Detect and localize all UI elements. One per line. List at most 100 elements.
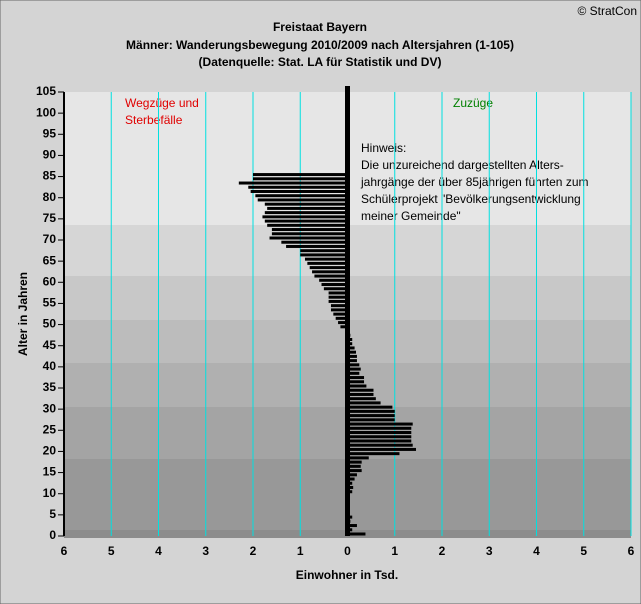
y-tick-label: 85 [43,169,57,183]
bar [347,350,357,354]
bar [307,261,348,265]
x-tick-label: 5 [108,544,115,558]
y-tick-label: 5 [49,507,56,521]
bar [253,177,348,181]
bar [271,232,348,236]
bar [347,418,395,422]
y-tick-label: 15 [43,465,57,479]
y-tick-label: 30 [43,401,57,415]
chart-title: Freistaat Bayern [273,20,367,34]
bar [347,380,365,384]
bar [347,524,357,528]
bar [338,321,348,325]
bar [330,308,348,312]
bar [238,181,348,185]
x-tick-label: 2 [250,544,257,558]
y-tick-label: 20 [43,444,57,458]
bar [250,189,348,193]
left-label: Wegzüge und [125,96,199,110]
note: meiner Gemeinde" [361,209,461,223]
bar [304,257,348,261]
bar [347,405,393,409]
y-tick-label: 90 [43,148,57,162]
zero-axis [345,86,350,536]
bar [347,359,357,363]
y-tick-label: 40 [43,359,57,373]
bar [253,173,348,177]
bar [347,460,362,464]
bar [267,223,348,227]
left-label: Sterbefälle [125,113,183,127]
bar [347,485,354,489]
bar [347,435,412,439]
bar [347,354,357,358]
x-tick-label: 2 [439,544,446,558]
bar [347,367,361,371]
bar [330,304,348,308]
bar [328,299,348,303]
bar [286,244,348,248]
bar [264,202,348,206]
bar [347,363,360,367]
bar [347,469,362,473]
y-tick-label: 70 [43,232,57,246]
bar [347,447,417,451]
y-tick-label: 25 [43,422,57,436]
y-tick-label: 60 [43,274,57,288]
bar [347,443,413,447]
bar [321,283,348,287]
x-tick-label: 3 [486,544,493,558]
y-tick-label: 10 [43,486,57,500]
chart-title: (Datenquelle: Stat. LA für Statistik und… [199,55,442,69]
bar [333,312,348,316]
bar [347,439,412,443]
x-tick-label: 4 [533,544,540,558]
y-tick-label: 95 [43,126,57,140]
bar [347,414,395,418]
bar [347,388,374,392]
bar [347,532,366,536]
y-tick-label: 105 [36,84,56,98]
y-tick-label: 0 [49,528,56,542]
bar [347,371,360,375]
y-tick-label: 80 [43,190,57,204]
bar [281,240,348,244]
bar [309,266,348,270]
bar [347,384,367,388]
y-tick-label: 45 [43,338,57,352]
bar [347,397,376,401]
bar [347,422,413,426]
bar [347,473,357,477]
bar [300,253,348,257]
bar [264,211,348,215]
bar [340,325,348,329]
bar [328,291,348,295]
right-label: Zuzüge [453,96,493,110]
bar [269,236,348,240]
x-axis-label: Einwohner in Tsd. [296,568,398,582]
y-tick-label: 50 [43,317,57,331]
y-tick-label: 35 [43,380,57,394]
bar [347,456,369,460]
bar [347,452,400,456]
bar [347,426,412,430]
bar [300,249,348,253]
x-tick-label: 3 [202,544,209,558]
x-tick-label: 5 [580,544,587,558]
y-axis-label: Alter in Jahren [16,272,30,356]
bar [319,278,348,282]
y-tick-label: 75 [43,211,57,225]
bar [347,346,355,350]
bar [264,219,348,223]
x-tick-label: 1 [391,544,398,558]
bar [347,431,412,435]
bar [267,206,348,210]
bar [328,295,348,299]
bar [255,194,348,198]
bar [335,316,348,320]
x-tick-label: 1 [297,544,304,558]
bar [262,215,348,219]
x-tick-label: 6 [61,544,68,558]
y-tick-label: 100 [36,105,56,119]
